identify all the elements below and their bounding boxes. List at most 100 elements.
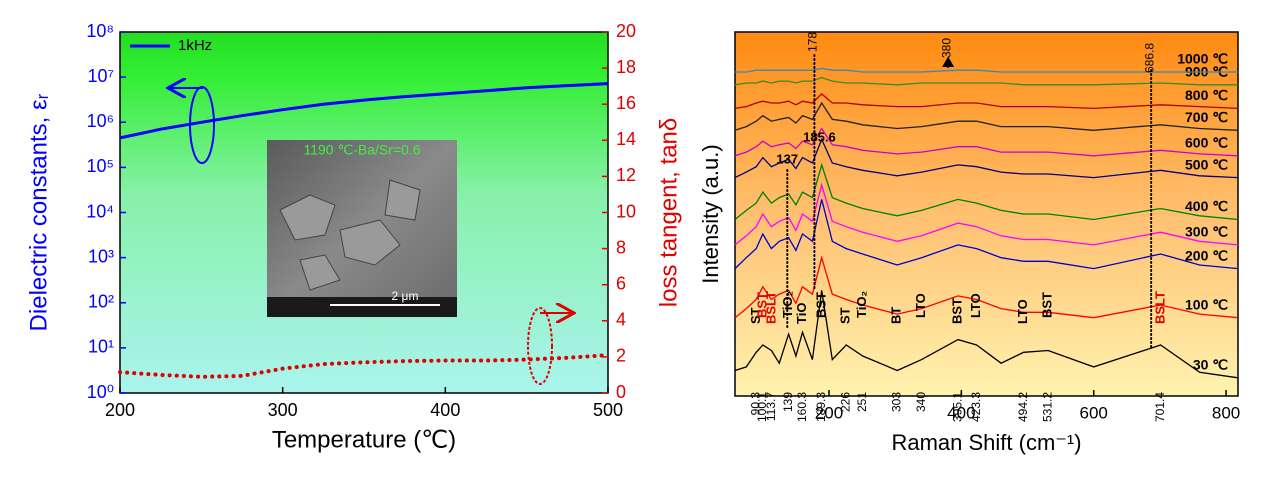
plot-background (735, 32, 1238, 396)
peak-assignment: LTO (1015, 299, 1030, 324)
legend-label: 1kHz (178, 37, 212, 54)
series-line (734, 182, 1239, 246)
peak-position-label: 160.3 (795, 392, 809, 422)
y-tick-label: 10⁸ (86, 21, 114, 41)
y2-tick-label: 4 (616, 310, 626, 330)
marked-peak-label: 686.8 (1142, 43, 1156, 73)
x-axis-label: Raman Shift (cm⁻¹) (891, 430, 1081, 455)
x-tick-label: 400 (947, 403, 975, 422)
legend-label: 400 ℃ (1185, 198, 1228, 214)
series-line (734, 101, 1239, 131)
y2-tick-label: 14 (616, 129, 636, 149)
legend-label: 300 ℃ (1185, 224, 1228, 240)
peak-position-label: 423.3 (969, 392, 983, 422)
y-tick-label: 10³ (88, 246, 114, 266)
x-tick-label: 300 (268, 400, 298, 420)
series-line (734, 127, 1239, 157)
peak-assignment: BST (754, 292, 769, 318)
peak-position-label: 100.1 (755, 392, 769, 422)
peak-assignment: BST (950, 298, 965, 324)
peak-assignment: TiO (794, 303, 809, 324)
peak-assignment: BST (813, 292, 828, 318)
red-ellipse (527, 307, 553, 385)
inset: 2 μm 1190 ℃-Ba/Sr=0.6 (267, 140, 457, 317)
peak-position-label: 113.7 (764, 392, 778, 421)
marked-peak-label: 137 (776, 151, 798, 166)
raman-panel: 200 400 600 800 Raman Shift (cm⁻¹) Intensity … (698, 31, 1240, 455)
series-line (734, 162, 1239, 221)
x-tick-label: 500 (593, 400, 623, 420)
series-line (119, 82, 609, 140)
peak-position-label: 251 (855, 392, 869, 412)
series-line (734, 93, 1239, 110)
peak-assignment: LTO (913, 293, 928, 318)
legend-label: 800 ℃ (1185, 87, 1228, 103)
peak-position-label: 395.1 (950, 392, 964, 422)
legend-label: 700 ℃ (1185, 109, 1228, 125)
y2-axis-label: loss tangent, tanδ (655, 118, 682, 307)
marked-peak-label: 178 (806, 32, 820, 52)
legend-label: 1000 ℃ (1177, 51, 1228, 67)
peak-assignment: BT (889, 307, 904, 324)
peak-position-label: 139 (781, 392, 795, 412)
y-tick-label: 10⁶ (87, 111, 114, 131)
x-tick-label: 600 (1080, 403, 1108, 422)
peak-position-label: 701.4 (1153, 392, 1167, 422)
legend-label: 100 ℃ (1185, 296, 1228, 312)
peak-position-label: 303 (889, 392, 903, 412)
peak-position-label: 189.3 (814, 392, 828, 422)
y2-tick-label: 16 (616, 93, 636, 113)
peak-assignment: TiO₂ (780, 291, 795, 318)
y2-tick-label: 6 (616, 273, 626, 293)
y2-tick-label: 8 (616, 237, 626, 257)
y-axis-label: Intensity (a.u.) (698, 144, 723, 283)
series-line (734, 255, 1239, 319)
peak-position-label: 531.2 (1040, 392, 1054, 422)
legend-label: 500 ℃ (1185, 156, 1228, 172)
series-line (735, 67, 1238, 73)
x-tick-label: 200 (815, 403, 843, 422)
peak-assignment: TiO₂ (854, 291, 869, 318)
y-tick-label: 10⁴ (86, 201, 114, 221)
x-axis-label: Temperature (℃) (272, 426, 456, 453)
y2-tick-label: 10 (616, 201, 636, 221)
legend-label: 30 ℃ (1193, 357, 1228, 373)
peak-assignment: ST (748, 307, 763, 324)
legend-label: 600 ℃ (1185, 134, 1228, 150)
peak-position-label: 226 (838, 392, 852, 412)
peak-assignment: BST (1040, 292, 1055, 318)
peak-position-label: 494.2 (1016, 392, 1030, 422)
inset-caption: 1190 ℃-Ba/Sr=0.6 (303, 142, 420, 158)
y-tick-label: 10⁷ (87, 66, 114, 86)
y2-tick-label: 0 (616, 382, 626, 402)
y-tick-label: 10⁵ (87, 156, 114, 176)
legend-label: 200 ℃ (1185, 247, 1228, 263)
y2-tick-label: 20 (616, 21, 636, 41)
series-line (734, 76, 1238, 86)
peak-position-label: 340 (914, 392, 928, 412)
x-tick-label: 400 (430, 400, 460, 420)
x-tick-label: 800 (1212, 403, 1240, 422)
scale-bar-label: 2 μm (392, 289, 419, 303)
grains (279, 179, 421, 291)
dielectric-panel: 200 300 400 500 10⁰ 10¹ 10² 10³ 10⁴ 10⁵ 10⁶ 10⁷ 10⁸ 0… (25, 21, 682, 454)
marked-peak-label: 380 (939, 38, 953, 58)
plot-frame (734, 31, 1239, 397)
peak-position-label: 90.3 (749, 392, 763, 416)
series-line (734, 199, 1239, 270)
series-line (734, 137, 1239, 179)
y-axis-label: Dielectric constants, εᵣ (25, 93, 52, 331)
info-bar (267, 297, 457, 317)
peak-assignment: BSLT (1152, 291, 1167, 324)
y2-tick-label: 18 (616, 57, 636, 77)
x-tick-label: 200 (105, 400, 135, 420)
y2-tick-label: 2 (616, 346, 626, 366)
y-tick-label: 10⁰ (87, 382, 114, 402)
peak-assignment: ST (838, 307, 853, 324)
blue-arrow (170, 87, 203, 88)
peak-assignment: BSLT (763, 291, 778, 324)
y2-tick-label: 12 (616, 165, 636, 185)
series-line (734, 290, 1239, 379)
marked-peak-label: 185.6 (803, 129, 836, 144)
